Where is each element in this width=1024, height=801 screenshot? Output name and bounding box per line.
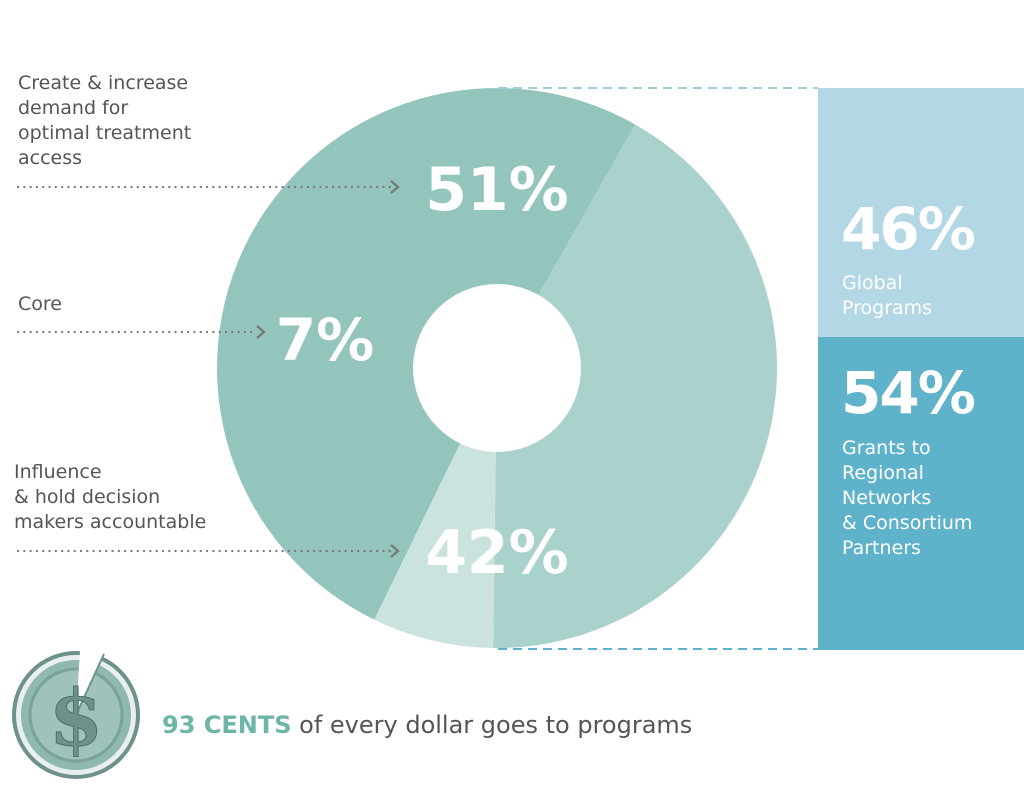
leader-create-demand — [16, 180, 400, 194]
grants-label: Grants to Regional Networks & Consortium… — [842, 437, 973, 559]
footer-rest: of every dollar goes to programs — [291, 711, 693, 739]
leader-core — [16, 325, 266, 339]
global-programs-percent: 46% — [841, 195, 976, 263]
global-programs-label: Global Programs — [842, 272, 933, 319]
segment-global-programs: 46% Global Programs — [818, 88, 1024, 337]
slice-influence-label: 42% — [425, 518, 569, 588]
footer-statement: 93 CENTS of every dollar goes to program… — [162, 708, 692, 742]
svg-text:$: $ — [49, 673, 103, 764]
slice-create-demand-label: 51% — [425, 155, 569, 225]
slice-core-label: 7% — [276, 306, 374, 374]
coin-icon: $ — [12, 650, 140, 779]
segment-grants: 54% Grants to Regional Networks & Consor… — [818, 337, 1024, 650]
label-influence: Influence & hold decision makers account… — [14, 461, 207, 533]
leader-influence — [16, 544, 400, 558]
footer-highlight: 93 CENTS — [162, 711, 292, 739]
label-create-demand: Create & increase demand for optimal tre… — [18, 72, 192, 169]
grants-percent: 54% — [841, 359, 976, 427]
slice-influence — [493, 124, 777, 648]
label-core: Core — [18, 293, 62, 315]
donut-hole — [413, 284, 581, 452]
